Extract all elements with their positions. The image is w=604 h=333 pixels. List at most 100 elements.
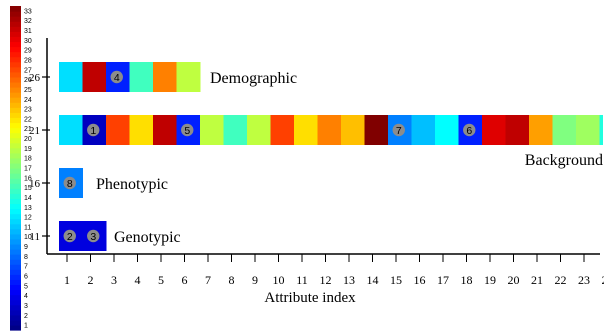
colorbar-tick-label: 13 <box>24 205 32 212</box>
colorbar-segment <box>10 107 21 113</box>
row-label: Background <box>525 152 603 169</box>
heatmap-row-demographic: 4 <box>59 62 201 92</box>
x-tick-label: 4 <box>135 273 141 287</box>
marker-circle <box>392 123 405 137</box>
x-tick-label: 19 <box>484 273 496 287</box>
colorbar-segment <box>10 309 21 316</box>
colorbar-tick-label: 5 <box>24 283 28 290</box>
x-tick-label: 24 <box>602 273 604 287</box>
colorbar-segment <box>10 314 21 321</box>
colorbar-tick-label: 7 <box>24 264 28 271</box>
x-tick-label: 7 <box>205 273 211 287</box>
colorbar-tick-label: 6 <box>24 274 28 281</box>
colorbar-tick-label: 15 <box>24 185 32 192</box>
colorbar-segment <box>10 76 21 83</box>
colorbar-segment <box>10 319 21 326</box>
x-axis-title: Attribute index <box>264 290 356 306</box>
x-tick-label: 17 <box>437 273 449 287</box>
marker-circle <box>87 123 100 137</box>
marker-circle <box>463 123 476 137</box>
colorbar-segment <box>10 254 21 260</box>
colorbar-segment <box>10 162 21 169</box>
heatmap-cell <box>270 115 295 145</box>
heatmap-cell <box>59 115 83 145</box>
marker-label: 8 <box>67 178 73 190</box>
colorbar-segment <box>10 147 21 154</box>
heatmap-cell <box>411 115 436 145</box>
colorbar-segment <box>10 31 21 37</box>
x-tick-label: 18 <box>461 273 473 287</box>
x-tick-label: 23 <box>578 273 590 287</box>
colorbar-segment <box>10 81 21 88</box>
colorbar-tick-label: 22 <box>24 116 32 123</box>
colorbar-tick-label: 10 <box>24 234 32 241</box>
colorbar-segment <box>10 46 21 53</box>
colorbar-segment <box>10 218 21 225</box>
marker-circle <box>63 229 76 243</box>
marker-circle <box>63 176 76 190</box>
colorbar-segment <box>10 188 21 194</box>
marker-label: 2 <box>67 231 73 243</box>
row-label: Genotypic <box>114 229 181 246</box>
colorbar-tick-label: 23 <box>24 107 32 114</box>
colorbar-segment <box>10 269 21 275</box>
colorbar-segment <box>10 173 21 179</box>
heatmap-cell <box>294 115 318 145</box>
colorbar-segment <box>10 183 21 189</box>
heatmap-cell <box>341 115 365 145</box>
colorbar-tick-label: 24 <box>24 97 32 104</box>
colorbar-tick-label: 29 <box>24 48 32 55</box>
colorbar-segment <box>10 102 21 108</box>
colorbar-segment <box>10 127 21 134</box>
colorbar-segment <box>10 16 21 22</box>
heatmap-cell <box>176 62 201 92</box>
row-label: Phenotypic <box>96 176 168 193</box>
heatmap-cell <box>599 115 603 145</box>
heatmap-cell <box>153 62 177 92</box>
colorbar-segment <box>10 208 21 215</box>
colorbar-segment <box>10 243 21 250</box>
colorbar-segment <box>10 279 21 286</box>
colorbar-ticks: 1234567891011121314151617181920212223242… <box>24 8 32 329</box>
colorbar-tick-label: 18 <box>24 156 32 163</box>
heatmap-cell <box>505 115 530 145</box>
x-tick-label: 14 <box>367 273 379 287</box>
x-tick-label: 21 <box>531 273 543 287</box>
colorbar-tick-label: 25 <box>24 87 32 94</box>
marker-circle <box>87 229 100 243</box>
x-tick-label: 11 <box>296 273 308 287</box>
marker-label: 4 <box>114 72 120 84</box>
colorbar <box>10 6 21 331</box>
colorbar-tick-label: 32 <box>24 18 32 25</box>
heatmap-cell <box>106 115 130 145</box>
row-label: Demographic <box>210 70 297 87</box>
colorbar-segment <box>10 299 21 306</box>
colorbar-tick-label: 1 <box>24 323 28 330</box>
x-tick-label: 16 <box>414 273 426 287</box>
colorbar-tick-label: 26 <box>24 77 32 84</box>
colorbar-segment <box>10 51 21 58</box>
colorbar-segment <box>10 228 21 235</box>
heatmap-cell <box>153 115 177 145</box>
marker-label: 1 <box>90 125 96 137</box>
colorbar-tick-label: 9 <box>24 244 28 251</box>
heatmap-cell <box>129 115 154 145</box>
heatmap-cell <box>200 115 224 145</box>
colorbar-segment <box>10 87 21 93</box>
y-tick-label: 11 <box>29 231 40 243</box>
colorbar-segment <box>10 11 21 17</box>
colorbar-segment <box>10 41 21 48</box>
heatmap-cell <box>482 115 506 145</box>
colorbar-segment <box>10 61 21 68</box>
colorbar-segment <box>10 249 21 255</box>
colorbar-segment <box>10 92 21 98</box>
heatmap-cell <box>223 115 248 145</box>
x-tick-label: 3 <box>111 273 117 287</box>
colorbar-tick-label: 4 <box>24 293 28 300</box>
colorbar-segment <box>10 304 21 311</box>
colorbar-tick-label: 2 <box>24 313 28 320</box>
